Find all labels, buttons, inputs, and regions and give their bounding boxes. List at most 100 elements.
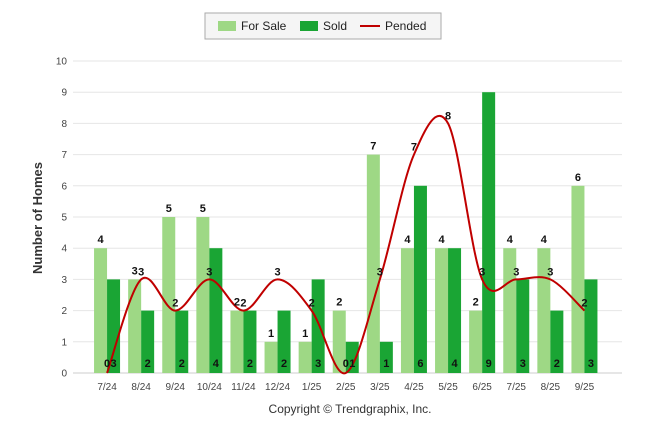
x-tick-label: 10/24: [197, 382, 222, 393]
x-tick-label: 7/24: [97, 382, 117, 393]
data-label-sold: 3: [588, 358, 594, 370]
bar-sold[interactable]: [345, 341, 359, 373]
x-tick-label: 9/24: [166, 382, 186, 393]
data-label-for-sale: 4: [438, 234, 445, 246]
data-label-for-sale: 3: [132, 265, 138, 277]
data-label-sold: 1: [349, 358, 355, 370]
x-axis-ticks: 7/24 8/24 9/24 10/24 11/24 12/24 1/25 2/25 3/25 4…: [97, 382, 594, 393]
bar-sold[interactable]: [516, 279, 530, 373]
bar-sold[interactable]: [175, 310, 189, 373]
data-label-pended: 2: [172, 298, 178, 310]
data-label-sold: 3: [315, 358, 321, 370]
y-axis-ticks: 0 1 2 3 4 5 6 7 8 9 10: [56, 57, 68, 380]
bar-sold[interactable]: [311, 279, 325, 373]
data-label-pended: 2: [581, 298, 587, 310]
legend-box: [204, 12, 442, 40]
bar-for-sale[interactable]: [298, 341, 312, 373]
y-tick-label: 3: [61, 275, 67, 286]
bar-for-sale[interactable]: [264, 341, 278, 373]
y-tick-label: 2: [61, 306, 67, 317]
data-label-sold: 1: [383, 358, 389, 370]
y-tick-label: 7: [61, 150, 67, 161]
bar-sold[interactable]: [584, 279, 598, 373]
data-label-sold: 2: [281, 358, 287, 370]
data-label-pended: 2: [309, 298, 315, 310]
bar-sold[interactable]: [107, 279, 121, 373]
x-tick-label: 5/25: [438, 382, 458, 393]
data-label-for-sale: 4: [507, 234, 514, 246]
data-label-sold: 2: [554, 358, 560, 370]
data-label-pended: 0: [343, 358, 349, 370]
copyright-text: Copyright © Trendgraphix, Inc.: [269, 402, 432, 416]
data-label-for-sale: 5: [166, 203, 172, 215]
bar-for-sale[interactable]: [162, 217, 176, 373]
data-label-for-sale: 4: [97, 234, 104, 246]
data-label-pended: 0: [104, 358, 110, 370]
x-tick-label: 12/24: [265, 382, 290, 393]
data-label-sold: 6: [417, 358, 423, 370]
bar-sold[interactable]: [277, 310, 291, 373]
data-label-for-sale: 1: [302, 328, 308, 340]
data-label-sold: 4: [213, 358, 220, 370]
data-label-pended: 3: [479, 266, 485, 278]
data-label-sold: 3: [520, 358, 526, 370]
y-tick-label: 5: [61, 213, 67, 224]
bar-for-sale[interactable]: [230, 310, 244, 373]
bar-for-sale[interactable]: [94, 248, 108, 373]
y-tick-label: 8: [61, 119, 67, 130]
data-label-sold: 2: [145, 358, 151, 370]
bar-for-sale[interactable]: [196, 217, 210, 373]
y-tick-label: 9: [61, 88, 67, 99]
data-label-pended: 3: [206, 266, 212, 278]
data-label-pended: 3: [513, 266, 519, 278]
y-tick-label: 6: [61, 181, 67, 192]
pended-series-line[interactable]: [106, 114, 586, 375]
bar-sold[interactable]: [448, 248, 462, 373]
y-tick-label: 1: [61, 337, 67, 348]
legend-label-pended[interactable]: Pended: [385, 19, 426, 33]
bar-for-sale[interactable]: [400, 248, 414, 373]
data-label-for-sale: 2: [336, 297, 342, 309]
data-label-pended: 8: [445, 110, 451, 122]
bar-sold[interactable]: [243, 310, 257, 373]
bar-sold[interactable]: [413, 185, 427, 373]
legend-label-for-sale[interactable]: For Sale: [241, 19, 287, 33]
x-tick-label: 8/25: [541, 382, 561, 393]
legend-label-sold[interactable]: Sold: [323, 19, 347, 33]
x-tick-label: 9/25: [575, 382, 595, 393]
data-label-for-sale: 1: [268, 328, 274, 340]
x-tick-label: 4/25: [404, 382, 424, 393]
data-label-pended: 7: [411, 142, 417, 154]
bar-for-sale[interactable]: [332, 310, 346, 373]
data-label-sold: 9: [486, 358, 492, 370]
data-label-for-sale: 6: [575, 172, 581, 184]
x-tick-label: 1/25: [302, 382, 322, 393]
legend-swatch-for-sale: [218, 21, 236, 31]
bar-for-sale[interactable]: [128, 279, 142, 373]
data-label-pended: 3: [377, 266, 383, 278]
bar-for-sale[interactable]: [435, 248, 449, 373]
data-label-for-sale: 4: [541, 234, 548, 246]
bar-sold[interactable]: [379, 341, 393, 373]
x-tick-label: 2/25: [336, 382, 356, 393]
data-label-sold: 3: [110, 358, 116, 370]
bar-for-sale[interactable]: [366, 154, 380, 373]
bar-sold[interactable]: [550, 310, 564, 373]
bar-sold[interactable]: [141, 310, 155, 373]
data-label-pended: 3: [138, 266, 144, 278]
y-axis-label: Number of Homes: [30, 162, 45, 274]
x-tick-label: 6/25: [472, 382, 492, 393]
bar-sold[interactable]: [482, 92, 496, 373]
bar-for-sale[interactable]: [537, 248, 551, 373]
data-label-sold: 4: [451, 358, 458, 370]
y-tick-label: 0: [61, 369, 67, 380]
data-label-sold: 2: [179, 358, 185, 370]
y-tick-label: 4: [61, 244, 67, 255]
x-tick-label: 7/25: [507, 382, 527, 393]
data-label-for-sale: 2: [473, 297, 479, 309]
bar-for-sale[interactable]: [469, 310, 483, 373]
data-label-for-sale: 5: [200, 203, 206, 215]
data-labels: 4332525422121321714644294342630323232037…: [97, 110, 594, 370]
bar-for-sale[interactable]: [571, 185, 585, 373]
